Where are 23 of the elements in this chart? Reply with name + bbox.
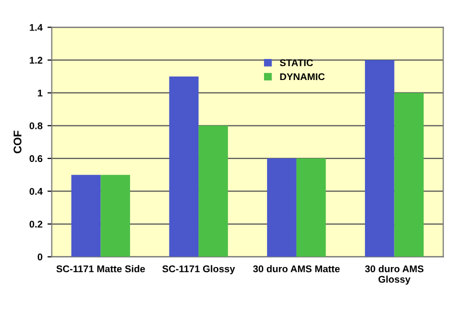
bar [71, 174, 101, 257]
y-tick-label: 0.8 [30, 122, 42, 130]
bar [198, 126, 228, 257]
bar [296, 158, 326, 257]
y-tick-label: 1.4 [30, 24, 43, 31]
y-tick-label: 1 [38, 90, 42, 96]
y-tick-label: 1.2 [30, 56, 42, 64]
x-tick-label: 30 duro AMS Matte [253, 265, 340, 272]
y-tick-label: 0.2 [30, 220, 42, 228]
legend-label: STATIC [280, 59, 313, 66]
x-tick-label: SC-1171 Matte Side [56, 265, 145, 272]
y-tick-label: 0.6 [30, 155, 42, 162]
y-axis-title: COF [14, 130, 22, 154]
y-tick-label: 0.4 [30, 188, 43, 195]
bar [100, 174, 130, 257]
y-tick-label: 0 [38, 254, 42, 260]
x-tick-label: 30 duro AMS Glossy [365, 265, 424, 285]
x-tick-label: SC-1171 Glossy [162, 265, 235, 274]
bar [169, 76, 199, 257]
bar [267, 158, 296, 257]
bar [394, 92, 424, 257]
legend-label: DYNAMIC [280, 73, 325, 80]
bar [364, 60, 394, 257]
